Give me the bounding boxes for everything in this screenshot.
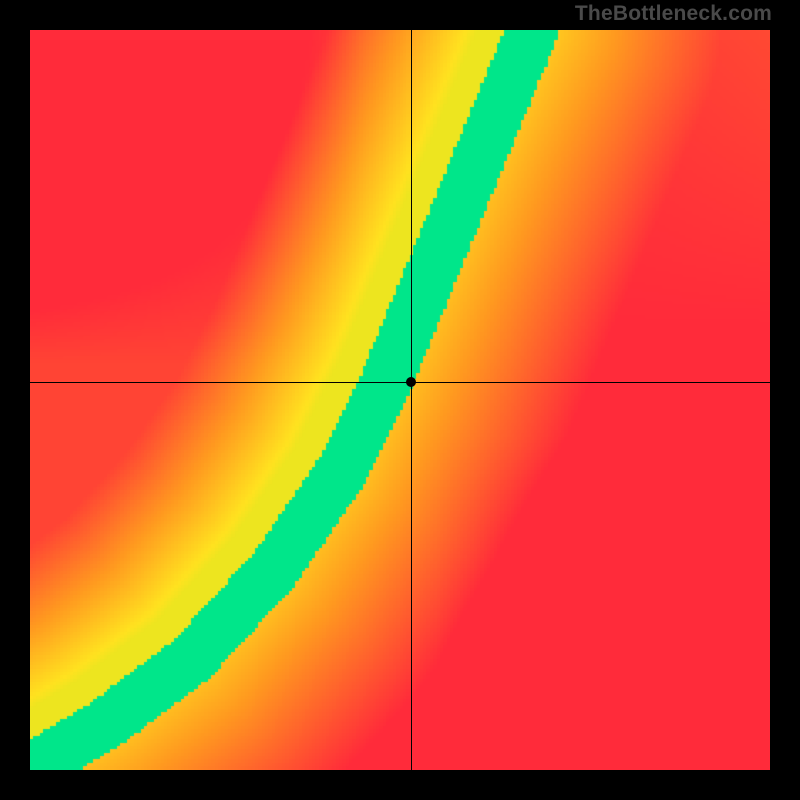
watermark-text: TheBottleneck.com: [575, 2, 772, 26]
heatmap-canvas: [30, 30, 770, 770]
heatmap-plot: [30, 30, 770, 770]
selection-marker-dot: [406, 377, 416, 387]
crosshair-horizontal: [30, 382, 770, 383]
crosshair-vertical: [411, 30, 412, 770]
